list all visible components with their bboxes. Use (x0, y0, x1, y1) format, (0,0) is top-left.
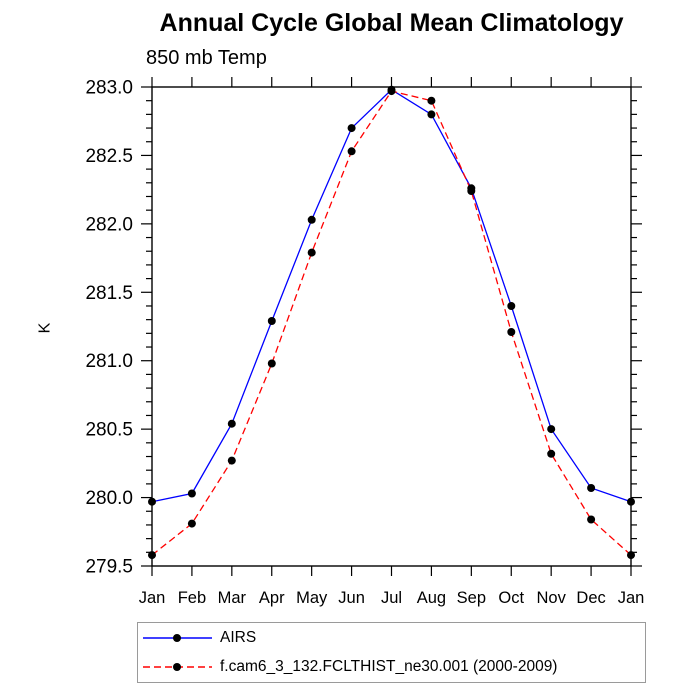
y-tick-label: 281.0 (85, 351, 133, 372)
axis-ticks (141, 77, 642, 576)
chart-subtitle: 850 mb Temp (146, 47, 267, 69)
series-lines (151, 88, 632, 556)
x-tick-label: Jun (338, 589, 365, 607)
y-tick-label: 282.5 (85, 146, 133, 167)
x-tick-label: May (296, 589, 328, 607)
x-tick-label: Apr (259, 589, 285, 607)
data-point (307, 215, 316, 224)
y-tick-label: 283.0 (85, 78, 133, 99)
x-tick-label: Nov (536, 589, 566, 607)
legend-item-airs: AIRS (141, 625, 645, 651)
data-point (267, 359, 276, 368)
x-tick-label: Jan (618, 589, 645, 607)
legend: AIRS f.cam6_3_132.FCLTHIST_ne30.001 (200… (137, 622, 646, 683)
y-tick-label: 281.5 (85, 283, 133, 304)
x-tick-label: Jan (139, 589, 166, 607)
x-tick-label: Aug (417, 589, 446, 607)
axis-tick-labels: Jan Feb Mar Apr May Jun Jul Aug Sep Oct Nov Dec Jan 2… (85, 78, 644, 608)
legend-marker-dot-icon (173, 634, 181, 643)
data-point (187, 489, 196, 498)
x-tick-label: Mar (218, 589, 247, 607)
series-markers (148, 85, 635, 560)
plot-frame (151, 86, 632, 567)
data-point (347, 124, 356, 133)
legend-line-sample-solid (143, 634, 212, 643)
y-tick-label: 280.5 (85, 420, 133, 441)
x-tick-label: Jul (381, 589, 402, 607)
chart-title: Annual Cycle Global Mean Climatology (159, 9, 624, 37)
data-point (187, 519, 196, 528)
data-point (227, 456, 236, 465)
x-tick-label: Oct (498, 589, 524, 607)
legend-item-model: f.cam6_3_132.FCLTHIST_ne30.001 (2000-200… (141, 654, 645, 680)
data-point (507, 328, 516, 336)
legend-label-model: f.cam6_3_132.FCLTHIST_ne30.001 (2000-200… (220, 657, 558, 675)
data-point (547, 425, 556, 434)
series-line-0 (151, 88, 632, 503)
y-tick-label: 282.0 (85, 214, 133, 235)
data-point (547, 449, 556, 458)
data-point (467, 187, 476, 195)
y-tick-label: 280.0 (85, 488, 133, 509)
data-point (307, 248, 316, 257)
legend-marker-dot-icon (173, 662, 181, 671)
data-point (227, 419, 236, 428)
data-point (347, 147, 356, 156)
data-point (387, 87, 396, 96)
data-point (587, 515, 596, 524)
data-point (267, 317, 276, 325)
legend-label-airs: AIRS (220, 629, 257, 647)
legend-line-sample-dashed (143, 662, 212, 671)
x-tick-label: Dec (576, 589, 605, 607)
data-point (587, 484, 596, 492)
data-point (427, 110, 436, 119)
x-tick-label: Sep (457, 589, 486, 607)
y-tick-label: 279.5 (85, 557, 133, 578)
series-line-1 (151, 90, 632, 556)
data-point (427, 96, 436, 105)
data-point (507, 302, 516, 310)
x-tick-label: Feb (178, 589, 206, 607)
